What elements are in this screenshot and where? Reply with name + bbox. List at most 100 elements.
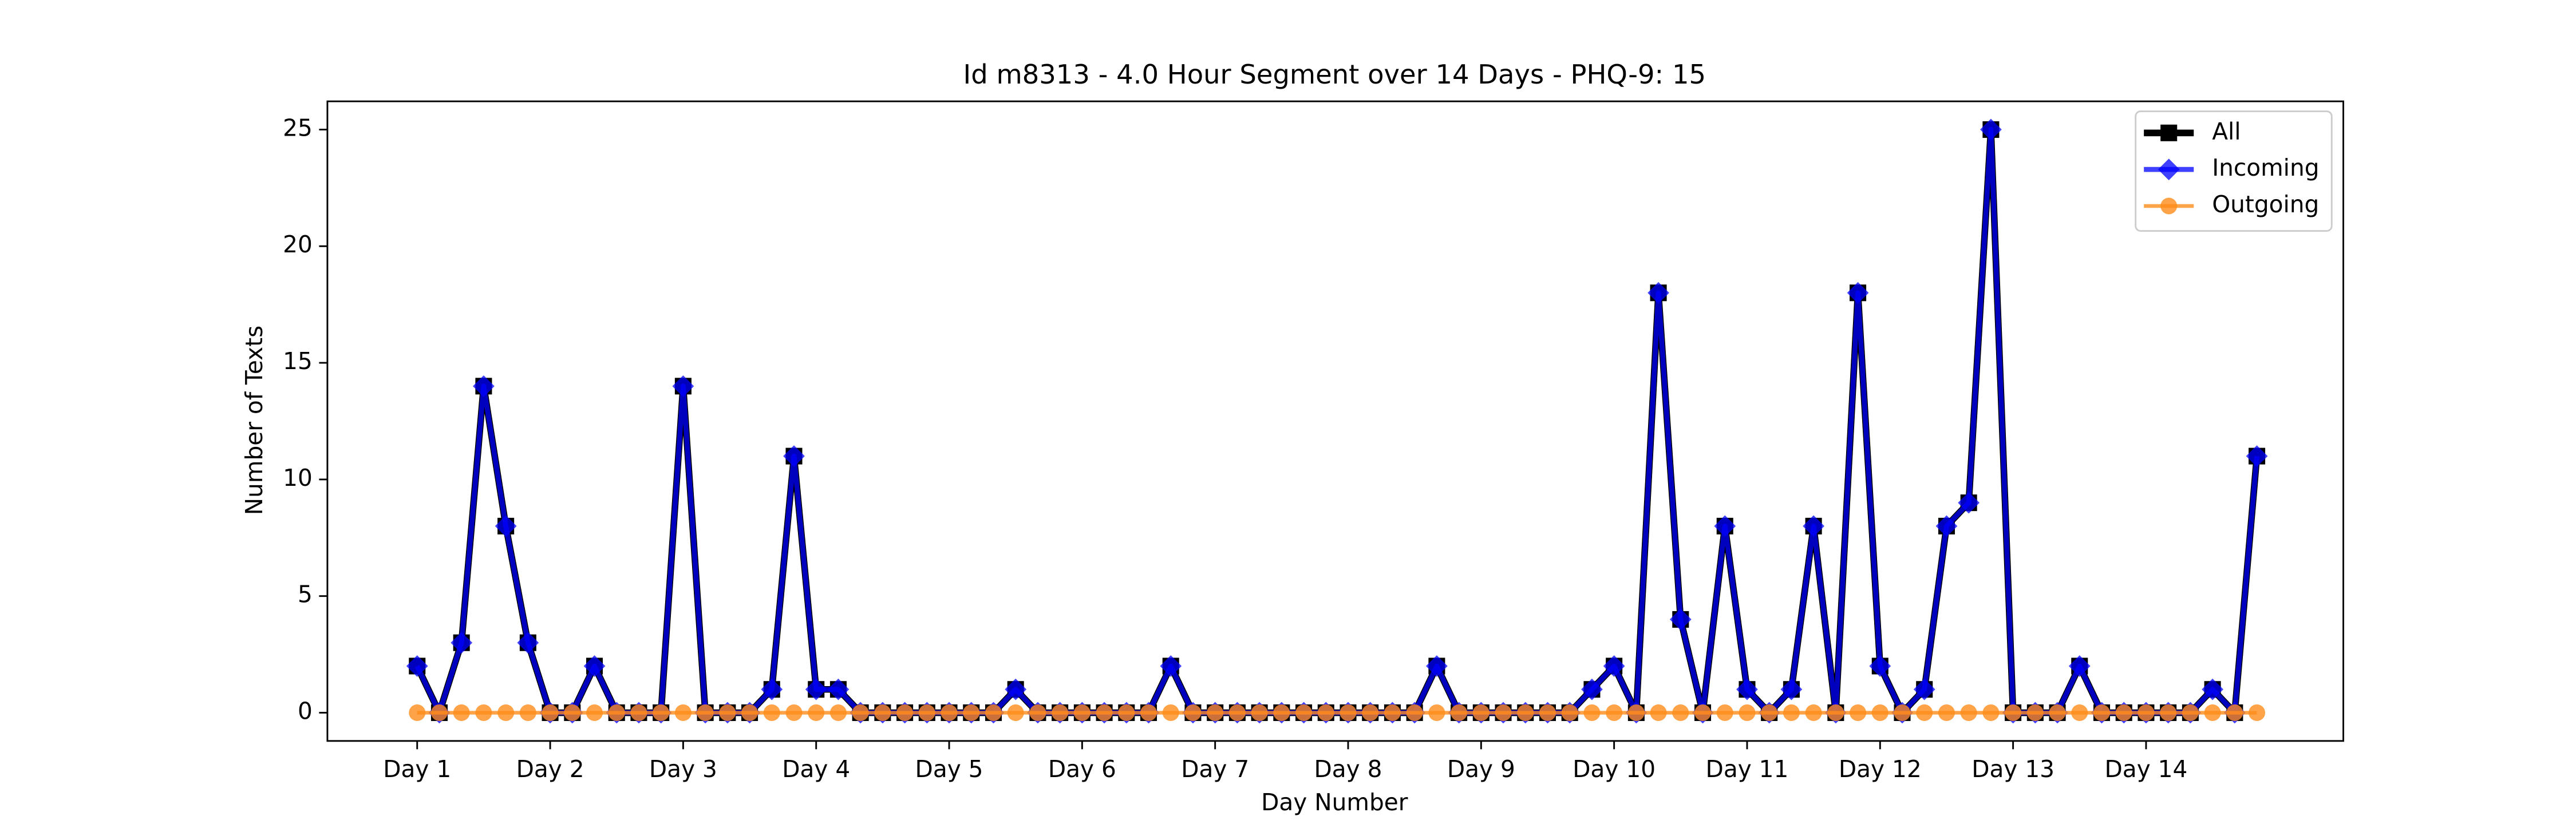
data-point	[1362, 704, 1379, 722]
data-point	[1184, 704, 1202, 722]
data-point	[2249, 704, 2266, 722]
data-point	[1714, 515, 1736, 537]
data-point	[473, 375, 495, 397]
data-point	[517, 632, 539, 654]
y-tick-label: 20	[283, 231, 313, 258]
data-point	[1672, 704, 1689, 722]
data-point	[1894, 704, 1911, 722]
data-point	[719, 704, 736, 722]
data-point	[1317, 704, 1334, 722]
data-point	[542, 704, 559, 722]
data-point	[1384, 704, 1401, 722]
x-tick-label: Day 10	[1573, 755, 1656, 783]
x-axis-label: Day Number	[1261, 789, 1408, 816]
y-axis-label: Number of Texts	[240, 326, 268, 516]
data-point	[497, 704, 515, 722]
data-point	[1958, 492, 1980, 514]
data-point	[630, 704, 647, 722]
data-point	[406, 655, 428, 677]
legend-marker	[2158, 159, 2180, 180]
data-point	[674, 704, 692, 722]
data-point	[1451, 704, 1468, 722]
data-point	[1162, 704, 1179, 722]
legend-label: All	[2212, 117, 2241, 145]
x-tick-label: Day 7	[1181, 755, 1249, 783]
data-point	[495, 515, 517, 537]
data-point	[1982, 704, 2000, 722]
data-point	[963, 704, 980, 722]
data-point	[1583, 704, 1601, 722]
data-point	[1273, 704, 1290, 722]
x-tick-label: Day 13	[1971, 755, 2055, 783]
data-point	[1160, 655, 1182, 677]
chart-title: Id m8313 - 4.0 Hour Segment over 14 Days…	[963, 59, 1706, 90]
data-point	[1805, 704, 1822, 722]
data-point	[941, 704, 958, 722]
data-point	[1650, 704, 1667, 722]
x-tick-label: Day 2	[516, 755, 584, 783]
data-point	[1539, 704, 1556, 722]
data-point	[1029, 704, 1046, 722]
data-point	[2071, 704, 2088, 722]
data-point	[1406, 704, 1423, 722]
data-point	[608, 704, 625, 722]
data-point	[741, 704, 758, 722]
x-tick-label: Day 9	[1447, 755, 1515, 783]
data-point	[808, 704, 825, 722]
data-point	[475, 704, 492, 722]
data-point	[1761, 704, 1778, 722]
data-point	[2204, 704, 2221, 722]
x-tick-label: Day 14	[2105, 755, 2188, 783]
y-tick-label: 5	[298, 581, 313, 608]
data-point	[2182, 704, 2199, 722]
data-point	[1118, 704, 1135, 722]
x-tick-label: Day 4	[782, 755, 850, 783]
data-point	[1803, 515, 1825, 537]
x-tick-label: Day 1	[383, 755, 451, 783]
y-tick-label: 25	[283, 114, 313, 141]
data-point	[1916, 704, 1933, 722]
data-point	[785, 704, 803, 722]
data-point	[2160, 704, 2177, 722]
data-point	[2202, 678, 2223, 700]
data-point	[1096, 704, 1113, 722]
legend-marker	[2160, 197, 2178, 215]
data-point	[2068, 655, 2091, 677]
data-point	[672, 375, 694, 397]
data-point	[783, 445, 805, 467]
x-tick-label: Day 8	[1314, 755, 1382, 783]
data-point	[583, 655, 606, 677]
data-point	[827, 678, 850, 700]
data-point	[2115, 704, 2132, 722]
data-point	[1603, 655, 1625, 677]
x-tick-label: Day 3	[649, 755, 717, 783]
data-point	[1627, 704, 1645, 722]
data-point	[896, 704, 914, 722]
data-point	[409, 704, 426, 722]
data-point	[829, 704, 847, 722]
x-tick-label: Day 5	[915, 755, 983, 783]
data-point	[1871, 704, 1888, 722]
data-point	[763, 704, 780, 722]
data-point	[2026, 704, 2044, 722]
data-point	[1207, 704, 1224, 722]
x-tick-label: Day 12	[1839, 755, 1922, 783]
data-point	[453, 704, 470, 722]
data-point	[1716, 704, 1733, 722]
data-point	[2226, 704, 2243, 722]
x-tick-label: Day 11	[1706, 755, 1789, 783]
data-point	[451, 632, 473, 654]
data-point	[1935, 515, 1958, 537]
data-point	[1913, 678, 1935, 700]
data-point	[1850, 704, 1867, 722]
data-point	[1938, 704, 1955, 722]
data-point	[697, 704, 714, 722]
data-point	[1495, 704, 1512, 722]
data-point	[1739, 704, 1756, 722]
data-point	[1581, 678, 1603, 700]
data-point	[1007, 704, 1024, 722]
x-tick-label: Day 6	[1048, 755, 1116, 783]
data-point	[1780, 678, 1803, 700]
